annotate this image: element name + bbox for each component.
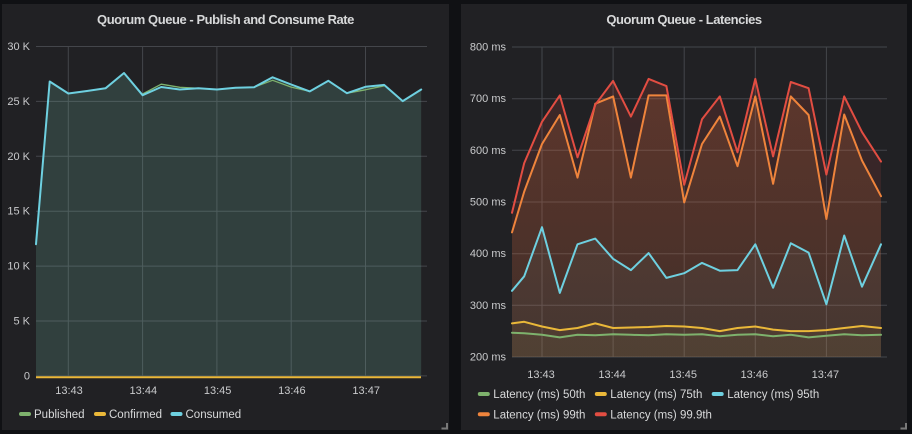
svg-text:13:43: 13:43	[527, 369, 555, 381]
svg-text:0: 0	[24, 370, 30, 382]
svg-text:13:47: 13:47	[812, 369, 840, 381]
svg-text:Published: Published	[34, 409, 85, 421]
svg-text:15 K: 15 K	[7, 206, 30, 218]
svg-text:700 ms: 700 ms	[470, 93, 507, 105]
svg-text:Confirmed: Confirmed	[109, 409, 162, 421]
svg-text:400 ms: 400 ms	[470, 248, 507, 260]
svg-text:13:44: 13:44	[598, 369, 626, 381]
svg-text:20 K: 20 K	[7, 151, 30, 163]
svg-text:13:43: 13:43	[55, 385, 83, 397]
svg-text:13:46: 13:46	[278, 385, 306, 397]
svg-text:Latency (ms) 95th: Latency (ms) 95th	[727, 389, 819, 401]
svg-text:13:45: 13:45	[669, 369, 697, 381]
svg-text:600 ms: 600 ms	[470, 145, 507, 157]
svg-text:5 K: 5 K	[13, 316, 30, 328]
svg-text:30 K: 30 K	[7, 41, 30, 53]
svg-text:Consumed: Consumed	[186, 409, 242, 421]
svg-text:13:46: 13:46	[741, 369, 769, 381]
svg-text:Latency (ms) 99th: Latency (ms) 99th	[493, 409, 585, 421]
svg-text:13:45: 13:45	[204, 385, 232, 397]
svg-text:500 ms: 500 ms	[470, 197, 507, 209]
svg-text:Latency (ms) 50th: Latency (ms) 50th	[493, 389, 585, 401]
svg-text:25 K: 25 K	[7, 96, 30, 108]
svg-text:Latency (ms) 99.9th: Latency (ms) 99.9th	[610, 409, 712, 421]
svg-text:13:44: 13:44	[130, 385, 158, 397]
svg-text:Latency (ms) 75th: Latency (ms) 75th	[610, 389, 702, 401]
svg-text:200 ms: 200 ms	[470, 352, 507, 364]
svg-text:13:47: 13:47	[352, 385, 380, 397]
svg-text:10 K: 10 K	[7, 261, 30, 273]
svg-text:800 ms: 800 ms	[470, 42, 507, 54]
svg-text:300 ms: 300 ms	[470, 300, 507, 312]
